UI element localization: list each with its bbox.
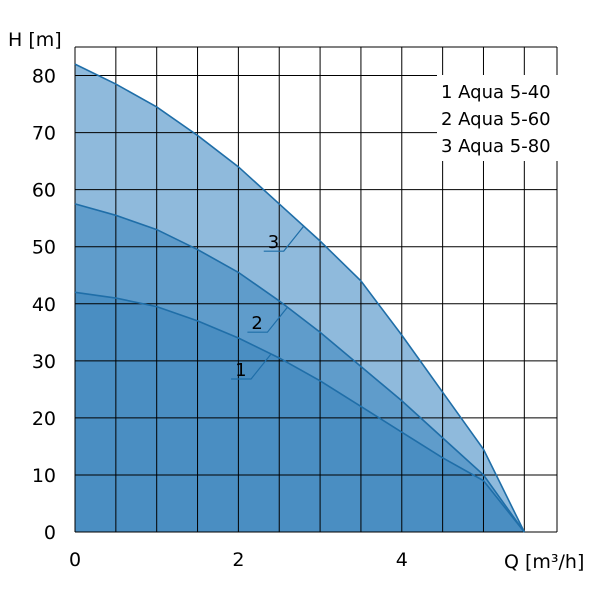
y-tick-label: 20	[32, 408, 56, 430]
y-tick-label: 0	[44, 522, 56, 544]
curve-label-3: 3	[268, 232, 279, 253]
y-tick-labels: 0 10 20 30 40 50 60 70 80	[32, 66, 56, 544]
curve-label-1: 1	[235, 360, 246, 381]
legend-item-1: 1 Aqua 5-40	[441, 82, 551, 103]
curve-lines	[74, 63, 526, 533]
legend: 1 Aqua 5-40 2 Aqua 5-60 3 Aqua 5-80	[437, 75, 558, 161]
curve-label-leader-1	[231, 353, 272, 380]
y-tick-label: 50	[32, 237, 56, 259]
grid	[74, 46, 558, 533]
y-tick-label: 40	[32, 294, 56, 316]
curve-label-leader-3	[263, 225, 305, 252]
y-tick-label: 80	[32, 66, 56, 88]
curve-areas	[75, 64, 525, 533]
legend-background	[437, 75, 558, 161]
y-tick-label: 10	[32, 465, 56, 487]
x-tick-label: 2	[232, 549, 244, 571]
curve-label-2: 2	[251, 313, 262, 334]
legend-item-3: 3 Aqua 5-80	[441, 136, 551, 157]
curve-label-leader-2	[247, 306, 288, 333]
curve-line-1	[74, 291, 525, 533]
curve-labels: 1 2 3	[231, 225, 305, 381]
curve-line-2	[74, 203, 525, 533]
x-tick-labels: 0 2 4	[69, 549, 408, 571]
y-tick-label: 60	[32, 180, 56, 202]
curve-line-3	[74, 63, 526, 533]
x-tick-label: 0	[69, 549, 81, 571]
legend-item-2: 2 Aqua 5-60	[441, 109, 551, 130]
y-tick-label: 70	[32, 123, 56, 145]
y-axis-label: H [m]	[8, 29, 62, 51]
x-tick-label: 4	[396, 549, 408, 571]
area-series-1	[75, 292, 525, 532]
x-axis-label: Q [m³/h]	[504, 551, 584, 573]
y-tick-label: 30	[32, 351, 56, 373]
